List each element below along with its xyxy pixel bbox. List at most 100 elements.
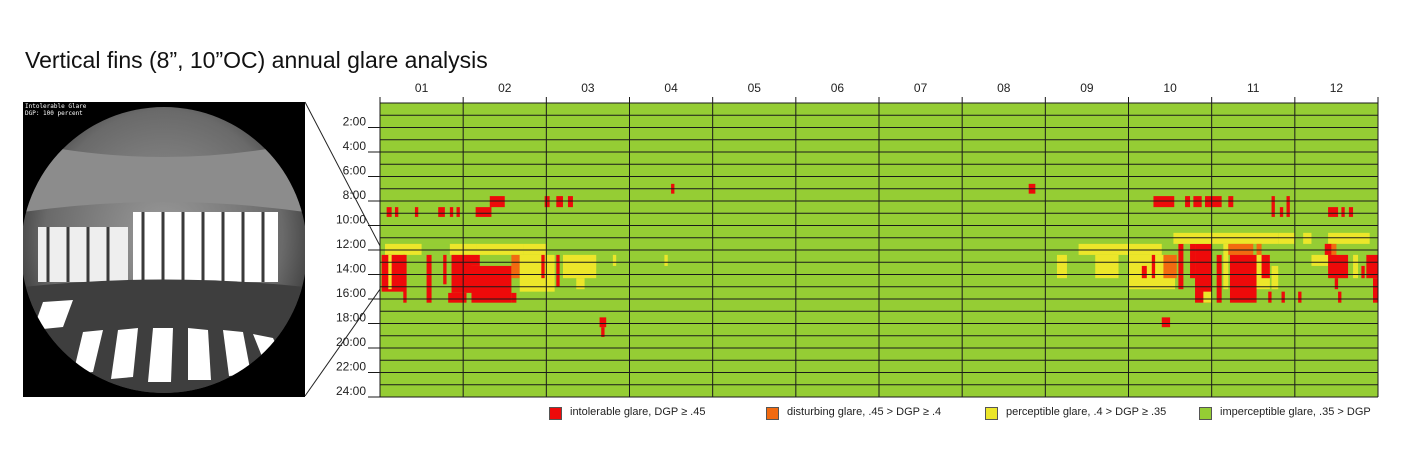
month-label: 11 — [1247, 81, 1260, 95]
glare-cell-perceptible — [1223, 243, 1229, 290]
glare-cell-intolerable — [449, 207, 454, 217]
glare-cell-disturbing — [1163, 254, 1177, 279]
fisheye-caption: Intolerable Glare DGP: 100 percent — [25, 103, 86, 117]
glare-cell-perceptible — [523, 243, 547, 255]
glare-cell-perceptible — [562, 254, 597, 279]
legend-label-disturbing: disturbing glare, .45 > DGP ≥ .4 — [787, 406, 942, 418]
glare-cell-intolerable — [471, 265, 512, 303]
chart-title: Vertical fins (8”, 10”OC) annual glare a… — [25, 47, 488, 73]
glare-cell-disturbing — [1228, 243, 1254, 255]
glare-cell-intolerable — [448, 292, 467, 303]
legend-swatch-disturbing — [766, 407, 779, 420]
glare-cell-perceptible — [1328, 232, 1370, 244]
glare-cell-intolerable — [599, 317, 607, 328]
glare-cell-perceptible — [519, 254, 555, 292]
glare-cell-intolerable — [1229, 254, 1257, 303]
glare-cell-perceptible — [1353, 254, 1359, 279]
glare-cell-intolerable — [1366, 254, 1378, 279]
legend-swatch-intolerable — [549, 407, 562, 420]
hour-label: 2:00 — [343, 115, 367, 129]
hour-label: 10:00 — [336, 213, 366, 227]
glare-cell-intolerable — [1193, 196, 1202, 208]
legend-label-intolerable: intolerable glare, DGP ≥ .45 — [570, 406, 706, 418]
hour-labels: 2:00 4:00 6:00 8:00 10:00 12:00 14:00 16:00 18:0… — [336, 115, 380, 398]
glare-cell-intolerable — [1216, 254, 1222, 303]
glare-cell-perceptible — [576, 278, 585, 290]
glare-cell-intolerable — [438, 207, 445, 217]
glare-cell-intolerable — [1341, 207, 1345, 217]
month-label: 04 — [664, 81, 678, 95]
glare-cell-intolerable — [489, 196, 505, 208]
month-label: 01 — [415, 81, 429, 95]
glare-cell-intolerable — [556, 196, 563, 208]
glare-cell-intolerable — [426, 254, 432, 303]
month-label: 08 — [997, 81, 1011, 95]
glare-cell-perceptible — [1173, 232, 1212, 244]
glare-cell-intolerable — [403, 254, 407, 303]
glare-cell-intolerable — [544, 196, 550, 208]
glare-cell-intolerable — [1195, 243, 1212, 303]
glare-cell-perceptible — [664, 254, 668, 266]
month-label: 06 — [831, 81, 845, 95]
glare-cell-intolerable — [1338, 291, 1342, 303]
glare-cell-intolerable — [1153, 196, 1175, 208]
glare-cell-disturbing — [1331, 243, 1337, 255]
glare-cell-intolerable — [1178, 243, 1184, 290]
fisheye-render-image: Intolerable Glare DGP: 100 percent — [23, 102, 305, 397]
hour-label: 24:00 — [336, 384, 366, 398]
month-label: 05 — [748, 81, 762, 95]
month-label: 03 — [581, 81, 595, 95]
glare-cell-intolerable — [1228, 196, 1234, 208]
hour-label: 20:00 — [336, 335, 366, 349]
glare-cell-intolerable — [1328, 254, 1349, 279]
connector-lines — [304, 101, 391, 397]
glare-cell-intolerable — [511, 292, 517, 303]
hour-label: 12:00 — [336, 237, 366, 251]
glare-cell-intolerable — [381, 254, 405, 292]
fisheye-caption-line1: Intolerable Glare — [25, 103, 87, 110]
glare-cell-intolerable — [456, 207, 460, 217]
glare-cell-perceptible — [1095, 254, 1119, 279]
hour-label: 18:00 — [336, 311, 366, 325]
glare-cell-intolerable — [567, 196, 573, 208]
month-gridlines — [379, 97, 1379, 397]
connector-line-bottom — [304, 274, 391, 397]
legend-label-imperceptible: imperceptible glare, .35 > DGP — [1220, 406, 1371, 418]
hour-label: 8:00 — [343, 188, 367, 202]
glare-cell-intolerable — [451, 254, 472, 293]
glare-cell-intolerable — [1185, 196, 1191, 208]
glare-cell-intolerable — [1261, 254, 1270, 279]
hour-label: 22:00 — [336, 360, 366, 374]
glare-cell-intolerable — [394, 207, 399, 217]
glare-cell-perceptible — [1078, 243, 1162, 255]
glare-cell-intolerable — [443, 254, 447, 285]
fisheye-view-icon — [23, 107, 305, 393]
glare-cell-intolerable — [1298, 291, 1302, 303]
glare-cell-intolerable — [471, 254, 480, 266]
glare-cell-intolerable — [601, 327, 605, 337]
month-label: 12 — [1330, 81, 1344, 95]
glare-cell-disturbing — [511, 254, 520, 279]
glare-cell-perceptible — [1271, 265, 1279, 290]
glare-cell-perceptible — [1303, 232, 1312, 244]
glare-cell-intolerable — [1190, 243, 1196, 279]
month-labels: 01 02 03 04 05 06 07 08 09 10 11 12 — [415, 81, 1344, 95]
hour-label: 14:00 — [336, 262, 366, 276]
hour-label: 16:00 — [336, 286, 366, 300]
glare-cell-perceptible — [1311, 254, 1329, 266]
month-label: 09 — [1080, 81, 1094, 95]
glare-cell-intolerable — [1361, 265, 1365, 279]
glare-cell-intolerable — [1373, 278, 1378, 303]
month-label: 07 — [914, 81, 928, 95]
connector-line-top — [304, 101, 391, 266]
glare-cell-perceptible — [1278, 232, 1295, 244]
glare-cell-perceptible — [384, 243, 422, 255]
glare-cell-perceptible — [388, 254, 392, 290]
glare-cell-intolerable — [1286, 196, 1290, 217]
fisheye-caption-line2: DGP: 100 percent — [25, 110, 83, 117]
glare-cell-intolerable — [1271, 196, 1275, 217]
glare-cell-intolerable — [1281, 291, 1285, 303]
glare-cell-intolerable — [1279, 207, 1284, 217]
glare-cell-intolerable — [1268, 291, 1272, 303]
